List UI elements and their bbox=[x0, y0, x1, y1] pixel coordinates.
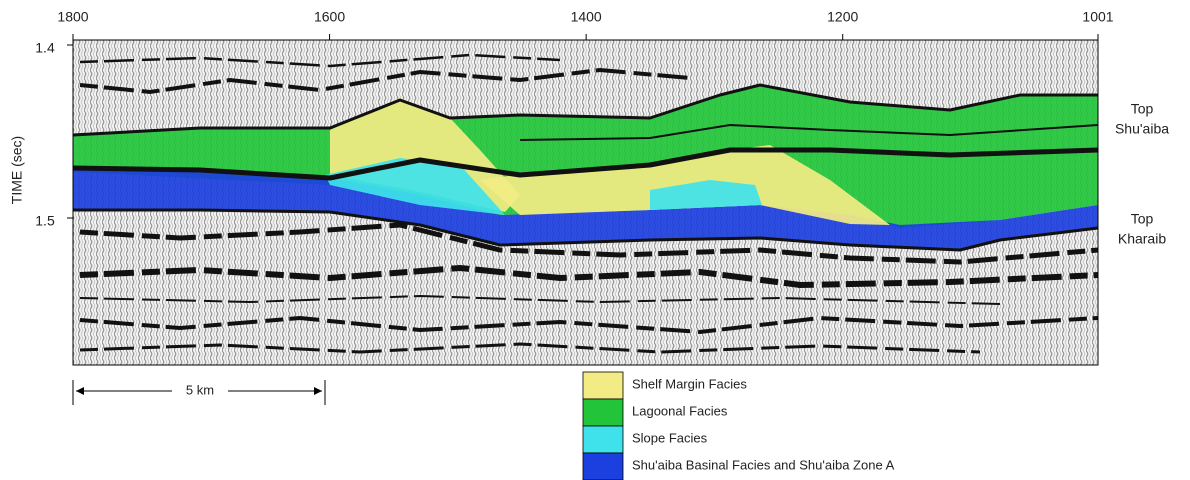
facies-area bbox=[73, 168, 1098, 250]
scale-bar-label: 5 km bbox=[186, 382, 214, 397]
legend-label: Shelf Margin Facies bbox=[632, 376, 747, 391]
horizon-label: Kharaib bbox=[1118, 231, 1166, 247]
legend-swatch bbox=[582, 425, 624, 454]
horizon-labels: Top Shu'aiba Top Kharaib bbox=[1115, 101, 1169, 247]
scale-bar: 5 km bbox=[72, 380, 326, 405]
horizon-lines bbox=[72, 83, 1099, 252]
legend-label: Lagoonal Facies bbox=[632, 403, 728, 418]
horizon-label: Shu'aiba bbox=[1115, 121, 1169, 137]
x-tick-label: 1400 bbox=[571, 9, 602, 25]
legend-swatch bbox=[582, 371, 624, 400]
x-tick-label: 1001 bbox=[1082, 9, 1113, 25]
y-tick-label: 1.5 bbox=[35, 213, 55, 229]
axes: 1800 1600 1400 1200 1001 1.4 1.5 bbox=[35, 9, 1114, 229]
legend-swatch bbox=[582, 452, 624, 480]
seismic-section bbox=[72, 39, 1099, 366]
legend-label: Shu'aiba Basinal Facies and Shu'aiba Zon… bbox=[632, 457, 895, 472]
legend: Shelf Margin Facies Lagoonal Facies Slope … bbox=[582, 371, 895, 480]
horizon-label: Top bbox=[1131, 101, 1154, 117]
x-tick-label: 1600 bbox=[314, 9, 345, 25]
y-axis-label: TIME (sec) bbox=[9, 136, 25, 204]
facies-area bbox=[650, 180, 762, 210]
y-tick-label: 1.4 bbox=[35, 40, 55, 56]
horizon-label: Top bbox=[1131, 211, 1154, 227]
reflectors bbox=[79, 53, 1099, 354]
legend-label: Slope Facies bbox=[632, 430, 708, 445]
legend-swatch bbox=[582, 398, 624, 427]
x-tick-label: 1800 bbox=[57, 9, 88, 25]
x-tick-label: 1200 bbox=[827, 9, 858, 25]
